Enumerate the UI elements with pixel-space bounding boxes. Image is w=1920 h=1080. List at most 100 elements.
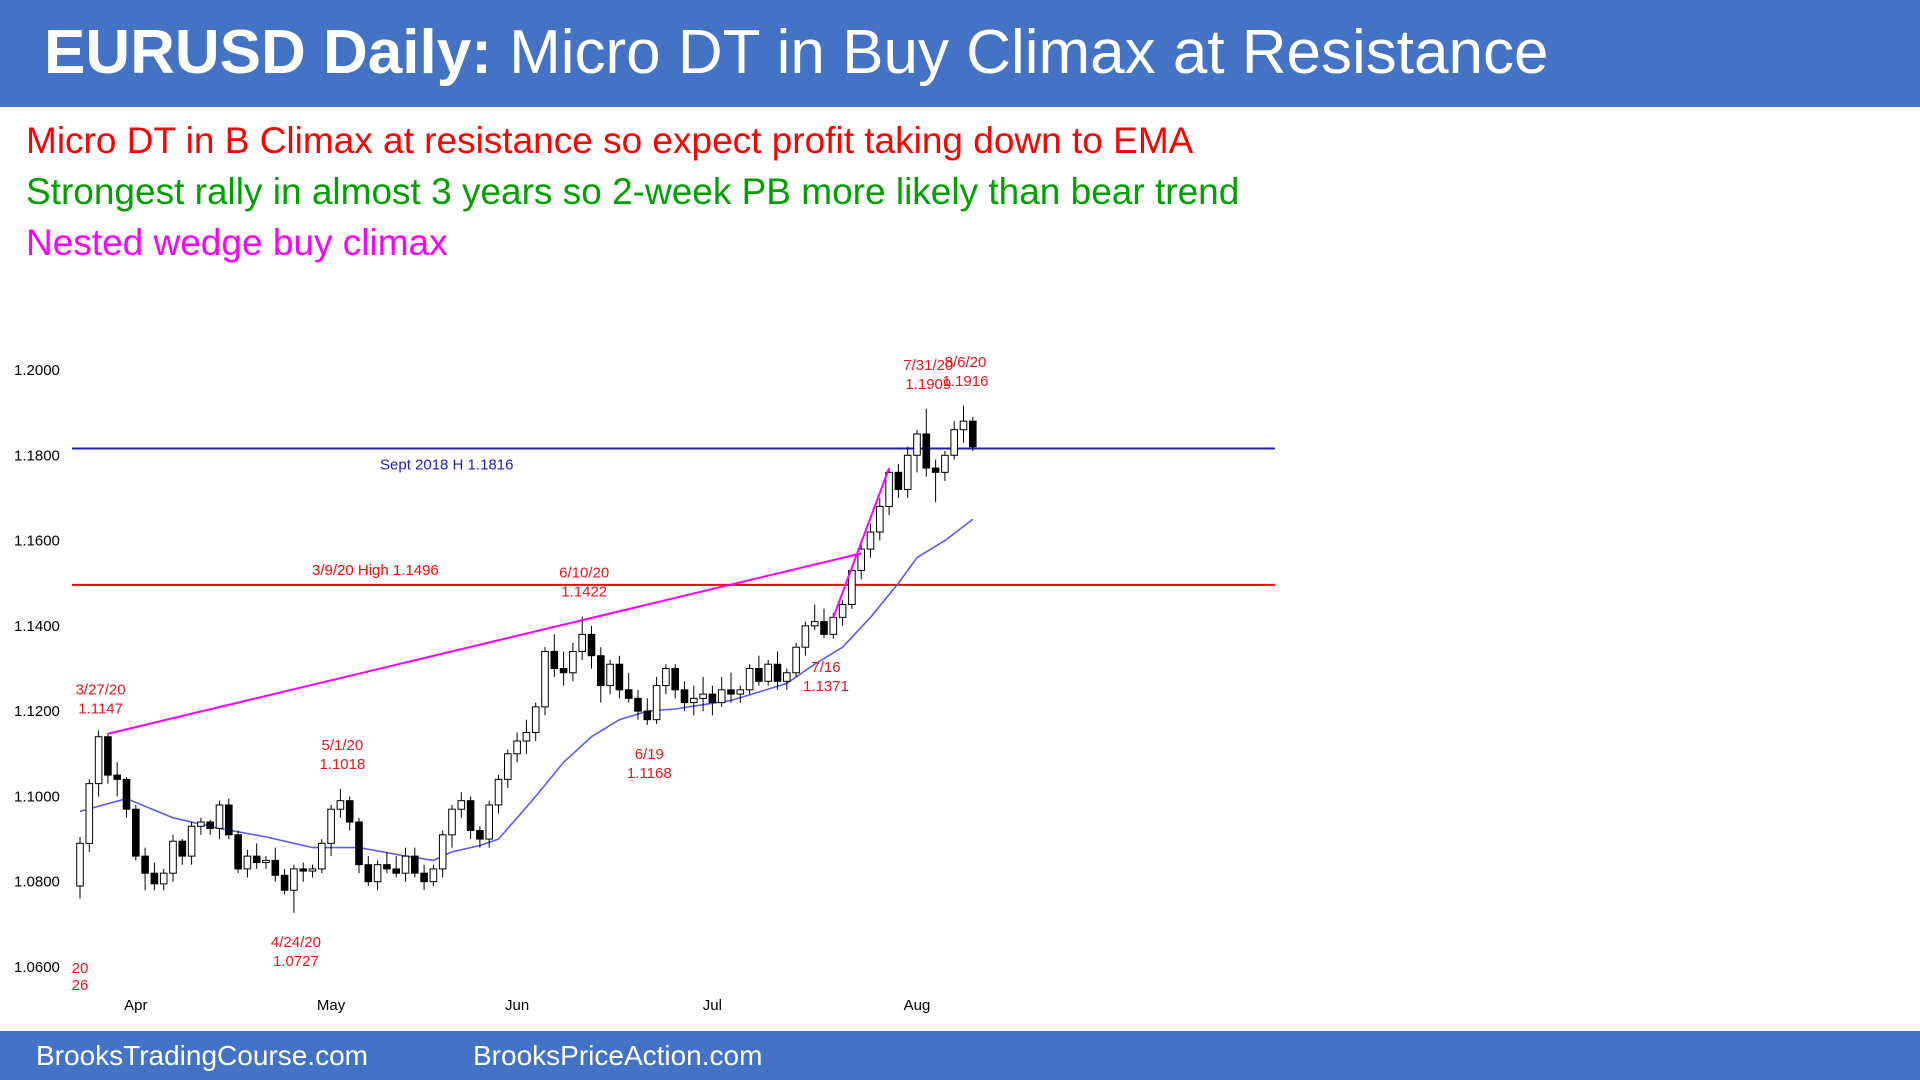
bull-candle: [783, 672, 791, 682]
bear-candle: [559, 668, 568, 674]
y-tick-label: 1.0800: [14, 874, 60, 891]
bear-candle: [234, 834, 242, 870]
bull-candle: [94, 736, 103, 785]
annotation-price: 1.1909: [905, 376, 951, 393]
bull-candle: [959, 420, 968, 431]
bear-candle: [773, 663, 782, 682]
note-line-1: Micro DT in B Climax at resistance so ex…: [26, 120, 1194, 161]
bear-candle: [271, 859, 280, 876]
x-tick-label: May: [317, 997, 346, 1014]
bear-candle: [894, 471, 903, 490]
bear-candle: [587, 633, 596, 657]
bull-candle: [810, 621, 819, 627]
bull-candle: [318, 842, 326, 870]
bull-candle: [494, 778, 503, 806]
annotation-price: 1.1018: [319, 756, 365, 773]
y-tick-label: 1.1000: [14, 788, 60, 805]
annotation-date: 7/16: [811, 659, 840, 676]
x-tick-label: Jul: [703, 997, 722, 1014]
bull-candle: [885, 471, 893, 507]
bear-candle: [206, 821, 214, 829]
annotation-price: 1.1168: [627, 765, 672, 782]
bear-candle: [615, 663, 624, 691]
footer-bar: BrooksTradingCourse.com BrooksPriceActio…: [0, 1031, 1920, 1080]
bull-candle: [578, 633, 587, 652]
bear-candle: [671, 668, 680, 691]
bear-candle: [476, 830, 484, 840]
bull-candle: [457, 800, 466, 810]
bull-candle: [262, 859, 270, 864]
bear-candle: [411, 855, 419, 874]
wedge-line: [107, 552, 862, 735]
bull-candle: [913, 433, 921, 456]
note-line-2: Strongest rally in almost 3 years so 2-w…: [26, 171, 1240, 212]
bull-candle: [429, 868, 438, 883]
title-bar: EURUSD Daily: Micro DT in Buy Climax at …: [0, 0, 1920, 107]
footer-right-link[interactable]: BrooksPriceAction.com: [473, 1040, 763, 1071]
footer-left-link[interactable]: BrooksTradingCourse.com: [36, 1040, 368, 1071]
bull-candle: [522, 731, 531, 742]
bull-candle: [941, 454, 949, 473]
bear-candle: [634, 697, 642, 712]
bear-candle: [141, 855, 149, 874]
page-title: EURUSD Daily: Micro DT in Buy Climax at …: [44, 18, 1548, 88]
x-tick-label: Jun: [505, 997, 529, 1014]
x-tick-label: Apr: [124, 997, 147, 1014]
bear-candle: [931, 467, 940, 473]
bear-candle: [280, 874, 289, 891]
annotation-price: 1.1147: [78, 701, 123, 718]
bull-candle: [76, 842, 84, 887]
bull-candle: [652, 685, 661, 721]
bear-candle: [225, 804, 233, 836]
bull-candle: [327, 808, 335, 844]
bear-candle: [420, 872, 428, 883]
bull-candle: [717, 689, 726, 704]
bull-candle: [448, 808, 456, 836]
bull-candle: [401, 855, 410, 874]
bull-candle: [764, 663, 773, 682]
bear-candle: [392, 868, 400, 874]
bear-candle: [680, 689, 689, 704]
bull-candle: [745, 668, 754, 691]
bull-candle: [838, 604, 847, 618]
bear-candle: [122, 778, 131, 810]
bull-candle: [541, 650, 549, 708]
y-tick-label: 1.1400: [14, 618, 60, 635]
annotation-date: 7/31/20: [903, 357, 953, 374]
bull-candle: [159, 872, 168, 885]
bear-candle: [178, 840, 187, 857]
bear-candle: [755, 668, 763, 682]
bear-candle: [727, 689, 735, 695]
bull-candle: [513, 740, 521, 755]
bull-candle: [699, 693, 707, 699]
bear-candle: [364, 864, 373, 883]
bull-candle: [857, 548, 866, 571]
bull-candle: [866, 531, 875, 550]
y-tick-label: 1.1800: [14, 447, 60, 464]
bull-candle: [736, 689, 745, 695]
bull-candle: [801, 625, 810, 648]
note-line-3: Nested wedge buy climax: [26, 222, 448, 263]
x-tick-label: Aug: [904, 997, 931, 1014]
bull-candle: [504, 753, 512, 780]
bear-candle: [383, 864, 391, 870]
bull-candle: [531, 706, 540, 733]
bear-candle: [466, 800, 475, 832]
bear-candle: [643, 710, 652, 721]
bear-candle: [820, 621, 828, 635]
annotation-price: 1.1371: [803, 678, 849, 695]
annotation-price: 1.1916: [943, 373, 989, 390]
bear-candle: [104, 736, 112, 776]
bull-candle: [829, 616, 838, 635]
bull-candle: [690, 697, 698, 704]
annotation-date: 4/24/20: [271, 934, 321, 951]
annotation-date: 6/10/20: [559, 564, 609, 581]
bear-candle: [624, 689, 633, 699]
bear-candle: [299, 868, 307, 872]
bear-candle: [113, 774, 122, 780]
bull-candle: [662, 668, 670, 687]
annotation-price: 1.1422: [561, 583, 607, 600]
wedge-line: [832, 467, 891, 618]
bull-candle: [903, 454, 912, 490]
bear-candle: [252, 855, 261, 864]
